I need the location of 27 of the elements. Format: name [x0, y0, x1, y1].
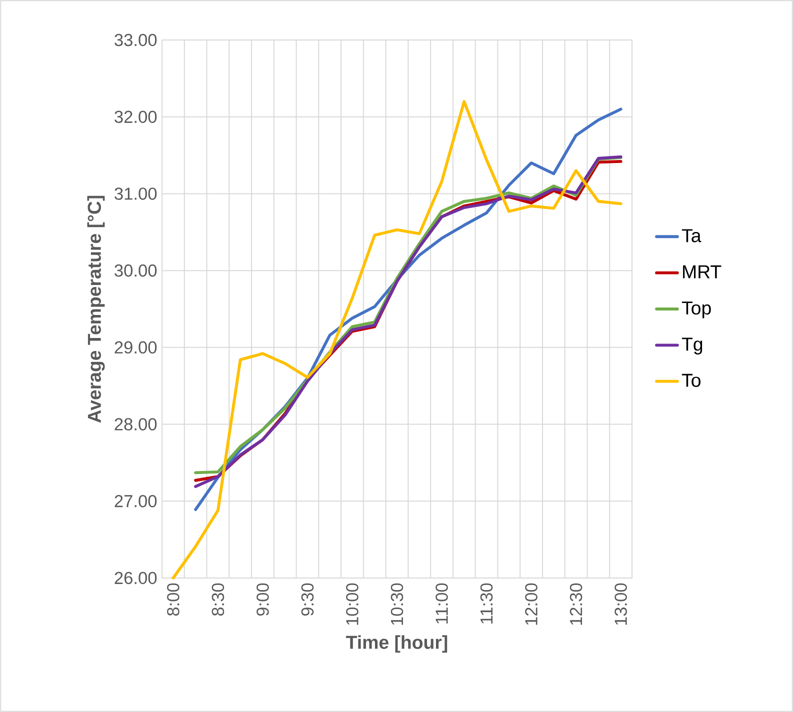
x-tick-label: 10:00 — [346, 583, 358, 625]
x-tick-label: 9:00 — [256, 583, 269, 616]
x-axis-title: Time [hour] — [346, 635, 448, 653]
y-axis-title: Average Temperature [°C] — [87, 196, 105, 423]
y-tick-label: 30.00 — [114, 264, 157, 277]
x-tick-label: 8:30 — [212, 583, 224, 616]
legend-label: Top — [682, 302, 711, 318]
x-tick-label: 8:00 — [167, 583, 180, 616]
y-tick-label: 29.00 — [114, 341, 157, 354]
legend-label: Tg — [682, 338, 702, 354]
legend-label: To — [682, 374, 700, 387]
x-tick-label: 10:30 — [390, 583, 404, 625]
x-tick-label: 11:30 — [480, 583, 493, 624]
x-tick-label: 12:30 — [570, 583, 582, 625]
line-series — [172, 100, 622, 580]
legend-label: Ta — [682, 229, 702, 242]
x-tick-label: 11:00 — [436, 583, 448, 624]
legend-label: MRT — [683, 265, 722, 278]
y-tick-label: 27.00 — [114, 494, 157, 508]
y-tick-label: 32.00 — [114, 110, 157, 123]
y-tick-label: 28.00 — [114, 418, 157, 430]
x-tick-label: 13:00 — [614, 583, 627, 625]
x-tick-label: 9:30 — [301, 583, 314, 616]
y-tick-label: 26.00 — [114, 572, 157, 584]
x-tick-label: 12:00 — [525, 583, 538, 625]
y-tick-label: 33.00 — [114, 34, 157, 46]
y-tick-label: 31.00 — [114, 188, 157, 200]
